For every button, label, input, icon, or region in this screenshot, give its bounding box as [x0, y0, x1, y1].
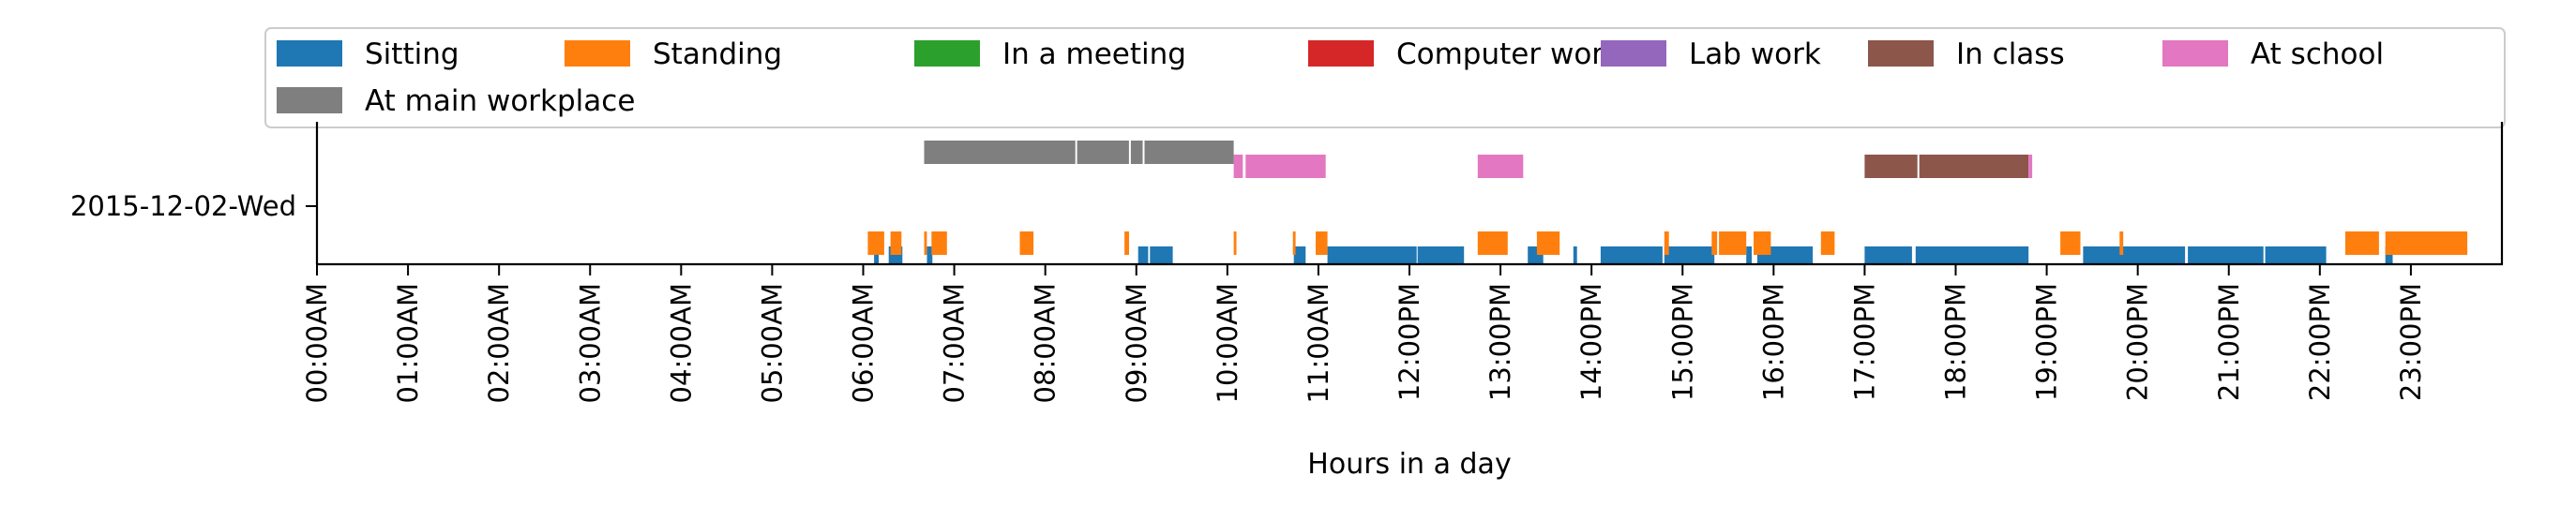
standing-bar	[1124, 231, 1129, 255]
x-tick-label: 19:00PM	[2031, 283, 2063, 401]
x-tick-label: 16:00PM	[1757, 283, 1789, 401]
standing-bar	[867, 231, 884, 255]
sitting-bar	[874, 246, 879, 264]
at-main-workplace-bar	[924, 141, 1076, 164]
x-tick-label: 11:00AM	[1303, 283, 1334, 403]
sitting-bar	[1664, 246, 1715, 264]
standing-bar	[1292, 231, 1296, 255]
axes: 00:00AM 01:00AM 02:00AM 03:00AM 04:00AM 05:00…	[301, 122, 2504, 403]
in-class-bar	[1919, 155, 2029, 178]
standing-bar	[1536, 231, 1560, 255]
x-axis-title: Hours in a day	[1307, 448, 1511, 481]
x-tick-label: 05:00AM	[756, 283, 788, 403]
standing-bar	[1664, 231, 1669, 255]
standing-bar	[1711, 231, 1718, 255]
at-main-workplace-bar	[1077, 141, 1129, 164]
standing-bar	[890, 231, 902, 255]
sitting-legend-label: Sitting	[365, 37, 459, 71]
sitting-bar	[1150, 246, 1173, 264]
sitting-bar	[1137, 246, 1149, 264]
standing-legend-swatch	[565, 40, 630, 67]
x-tick-label: 00:00AM	[301, 283, 333, 403]
at-school-bar	[1245, 155, 1326, 178]
computer-work-legend-swatch	[1308, 40, 1374, 67]
in-a-meeting-legend-label: In a meeting	[1002, 37, 1186, 71]
at-school-bar	[1477, 155, 1524, 178]
standing-bar	[1019, 231, 1034, 255]
in-a-meeting-legend-swatch	[914, 40, 980, 67]
x-tick-label: 21:00PM	[2213, 283, 2245, 401]
x-tick-label: 10:00AM	[1212, 283, 1243, 403]
x-tick-label: 08:00AM	[1030, 283, 1062, 403]
standing-bar	[1820, 231, 1835, 255]
at-school-bar	[1233, 155, 1243, 178]
standing-bar	[1233, 231, 1237, 255]
at-school-bar	[2028, 155, 2033, 178]
sitting-bar	[1417, 246, 1465, 264]
x-tick-label: 15:00PM	[1666, 283, 1698, 401]
x-tick-label: 07:00AM	[939, 283, 971, 403]
standing-bar	[2345, 231, 2379, 255]
in-class-legend-label: In class	[1956, 37, 2065, 71]
standing-bar	[1754, 231, 1771, 255]
standing-bar	[2119, 231, 2124, 255]
sitting-bar	[926, 246, 933, 264]
standing-legend-label: Standing	[653, 37, 782, 71]
in-class-bar	[1864, 155, 1918, 178]
legend-frame	[264, 27, 2506, 128]
sitting-legend-swatch	[277, 40, 342, 67]
x-tick-label: 12:00PM	[1393, 283, 1425, 401]
sitting-bar	[1756, 246, 1814, 264]
at-school-legend-swatch	[2162, 40, 2228, 67]
at-main-workplace-legend-label: At main workplace	[365, 84, 635, 118]
sitting-bar	[2188, 246, 2264, 264]
activity-bars	[867, 141, 2468, 264]
at-school-legend-label: At school	[2251, 37, 2384, 71]
at-main-workplace-bar	[1144, 141, 1234, 164]
in-class-legend-swatch	[1868, 40, 1934, 67]
y-tick-label: 2015-12-02-Wed	[70, 190, 296, 222]
at-main-workplace-legend-swatch	[277, 87, 342, 113]
computer-work-legend-label: Computer work	[1396, 37, 1620, 71]
legend: Sitting Standing In a meeting Computer work…	[264, 27, 2506, 128]
standing-bar	[2385, 231, 2468, 255]
standing-bar	[1477, 231, 1508, 255]
x-tick-label: 06:00AM	[848, 283, 880, 403]
standing-bar	[1719, 231, 1747, 255]
sitting-bar	[1746, 246, 1752, 264]
sitting-bar	[2385, 246, 2393, 264]
sitting-bar	[1327, 246, 1417, 264]
x-tick-label: 04:00AM	[665, 283, 697, 403]
sitting-bar	[1573, 246, 1577, 264]
sitting-bar	[2265, 246, 2327, 264]
x-tick-label: 02:00AM	[483, 283, 515, 403]
x-tick-label: 17:00PM	[1848, 283, 1880, 401]
sitting-bar	[1293, 246, 1306, 264]
x-tick-label: 13:00PM	[1484, 283, 1516, 401]
standing-bar	[1316, 231, 1328, 255]
standing-bar	[2060, 231, 2081, 255]
standing-bar	[924, 231, 927, 255]
x-tick-label: 23:00PM	[2395, 283, 2427, 401]
x-tick-label: 22:00PM	[2304, 283, 2336, 401]
sitting-bar	[1600, 246, 1663, 264]
lab-work-legend-label: Lab work	[1689, 37, 1821, 71]
x-tick-label: 20:00PM	[2122, 283, 2154, 401]
x-tick-label: 14:00PM	[1575, 283, 1607, 401]
at-main-workplace-bar	[1130, 141, 1143, 164]
lab-work-legend-swatch	[1601, 40, 1666, 67]
x-tick-label: 01:00AM	[392, 283, 424, 403]
sitting-bar	[1915, 246, 2029, 264]
sitting-bar	[2083, 246, 2186, 264]
standing-bar	[931, 231, 947, 255]
x-tick-label: 18:00PM	[1940, 283, 1972, 401]
x-tick-label: 09:00AM	[1121, 283, 1152, 403]
x-tick-label: 03:00AM	[574, 283, 606, 403]
sitting-bar	[1864, 246, 1912, 264]
